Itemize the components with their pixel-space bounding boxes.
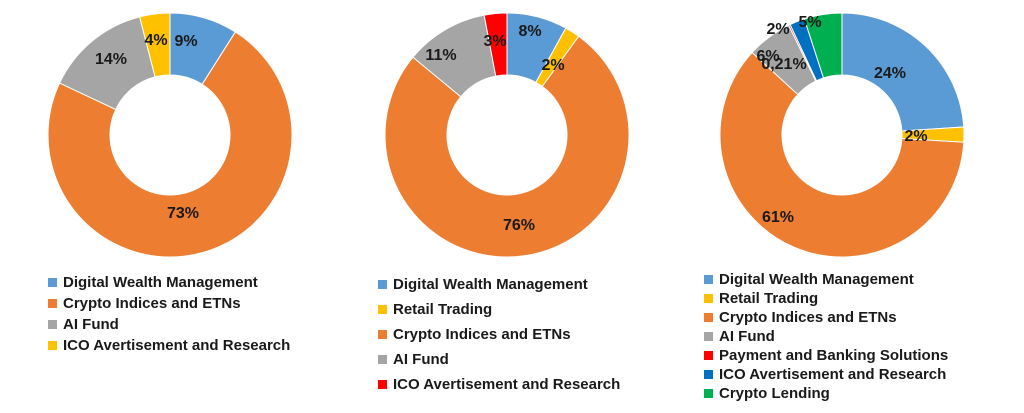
- legend-label-1-4: ICO Avertisement and Research: [63, 337, 291, 354]
- data-label-3-2: 2%: [904, 128, 927, 145]
- slice-2-3: [384, 35, 630, 258]
- legend-item-2-2: Retail Trading: [378, 297, 620, 322]
- legend-swatch-1-2: [48, 299, 57, 308]
- legend-label-1-3: AI Fund: [63, 316, 119, 333]
- legend-swatch-3-5: [704, 351, 713, 360]
- slice-2-5: [483, 12, 508, 77]
- legend-swatch-3-3: [704, 313, 713, 322]
- legend-swatch-2-2: [378, 305, 387, 314]
- data-label-3-3: 61%: [762, 209, 794, 226]
- data-label-3-5: 0,21%: [761, 56, 806, 73]
- data-label-2-3: 76%: [503, 217, 535, 234]
- slice-3-1: [841, 12, 965, 132]
- data-label-2-2: 2%: [541, 57, 564, 74]
- data-label-3-1: 24%: [874, 65, 906, 82]
- legend-label-3-1: Digital Wealth Management: [719, 271, 914, 288]
- legend-item-1-1: Digital Wealth Management: [48, 272, 290, 293]
- legend-item-1-4: ICO Avertisement and Research: [48, 335, 290, 356]
- legend-1: Digital Wealth Management Crypto Indices …: [48, 272, 290, 356]
- data-label-3-7: 5%: [798, 14, 821, 31]
- legend-item-2-3: Crypto Indices and ETNs: [378, 322, 620, 347]
- donut-chart-3: 24% 2% 61% 6% 0,21% 2% 5% Digital Wealth Manag…: [680, 0, 1024, 413]
- data-label-2-1: 8%: [518, 23, 541, 40]
- legend-swatch-2-4: [378, 355, 387, 364]
- legend-item-3-1: Digital Wealth Management: [704, 270, 948, 289]
- legend-swatch-3-7: [704, 389, 713, 398]
- data-label-2-5: 3%: [483, 33, 506, 50]
- legend-label-3-4: AI Fund: [719, 328, 775, 345]
- donut-svg-3: 24% 2% 61% 6%0,21% 2% 5%: [719, 12, 965, 258]
- legend-swatch-3-6: [704, 370, 713, 379]
- legend-item-2-4: AI Fund: [378, 347, 620, 372]
- legend-swatch-2-1: [378, 280, 387, 289]
- donut-chart-2: 8% 2% 76% 11% 3% Digital Wealth Management Re…: [340, 0, 680, 413]
- legend-item-1-3: AI Fund: [48, 314, 290, 335]
- legend-swatch-2-3: [378, 330, 387, 339]
- slice-1-4: [139, 12, 171, 78]
- legend-swatch-2-5: [378, 380, 387, 389]
- legend-label-2-2: Retail Trading: [393, 301, 493, 318]
- legend-2: Digital Wealth Management Retail Trading C…: [378, 272, 620, 397]
- legend-item-1-2: Crypto Indices and ETNs: [48, 293, 290, 314]
- data-label-1-1: 9%: [174, 33, 197, 50]
- legend-3: Digital Wealth Management Retail Trading C…: [704, 270, 948, 403]
- slice-3-7: [803, 12, 843, 79]
- legend-item-3-3: Crypto Indices and ETNs: [704, 308, 948, 327]
- slice-1-2: [47, 31, 293, 258]
- legend-label-2-3: Crypto Indices and ETNs: [393, 326, 571, 343]
- data-label-3-6: 2%: [766, 21, 789, 38]
- data-label-1-3: 14%: [95, 51, 127, 68]
- data-label-1-4: 4%: [144, 32, 167, 49]
- legend-item-2-1: Digital Wealth Management: [378, 272, 620, 297]
- legend-item-3-7: Crypto Lending: [704, 384, 948, 403]
- legend-label-3-2: Retail Trading: [719, 290, 819, 307]
- legend-label-3-6: ICO Avertisement and Research: [719, 366, 947, 383]
- donut-svg-1: 9% 73% 14% 4%: [47, 12, 293, 258]
- legend-label-1-1: Digital Wealth Management: [63, 274, 258, 291]
- legend-label-1-2: Crypto Indices and ETNs: [63, 295, 241, 312]
- legend-swatch-1-4: [48, 341, 57, 350]
- legend-swatch-1-3: [48, 320, 57, 329]
- data-label-1-2: 73%: [167, 205, 199, 222]
- legend-label-2-1: Digital Wealth Management: [393, 276, 588, 293]
- legend-item-3-2: Retail Trading: [704, 289, 948, 308]
- data-label-3-4: 6%: [756, 48, 779, 65]
- legend-label-2-5: ICO Avertisement and Research: [393, 376, 621, 393]
- legend-item-3-4: AI Fund: [704, 327, 948, 346]
- legend-label-3-3: Crypto Indices and ETNs: [719, 309, 897, 326]
- legend-swatch-3-1: [704, 275, 713, 284]
- legend-label-3-7: Crypto Lending: [719, 385, 830, 402]
- legend-label-2-4: AI Fund: [393, 351, 449, 368]
- donut-svg-2: 8%2% 76% 11% 3%: [384, 12, 630, 258]
- legend-swatch-3-4: [704, 332, 713, 341]
- donut-chart-1: 9% 73% 14% 4% Digital Wealth Management Cryp…: [0, 0, 340, 413]
- legend-label-3-5: Payment and Banking Solutions: [719, 347, 949, 364]
- legend-item-3-5: Payment and Banking Solutions: [704, 346, 948, 365]
- legend-item-3-6: ICO Avertisement and Research: [704, 365, 948, 384]
- slice-3-3: [719, 51, 965, 258]
- legend-swatch-1-1: [48, 278, 57, 287]
- data-label-2-4: 11%: [425, 47, 456, 64]
- legend-item-2-5: ICO Avertisement and Research: [378, 372, 620, 397]
- legend-swatch-3-2: [704, 294, 713, 303]
